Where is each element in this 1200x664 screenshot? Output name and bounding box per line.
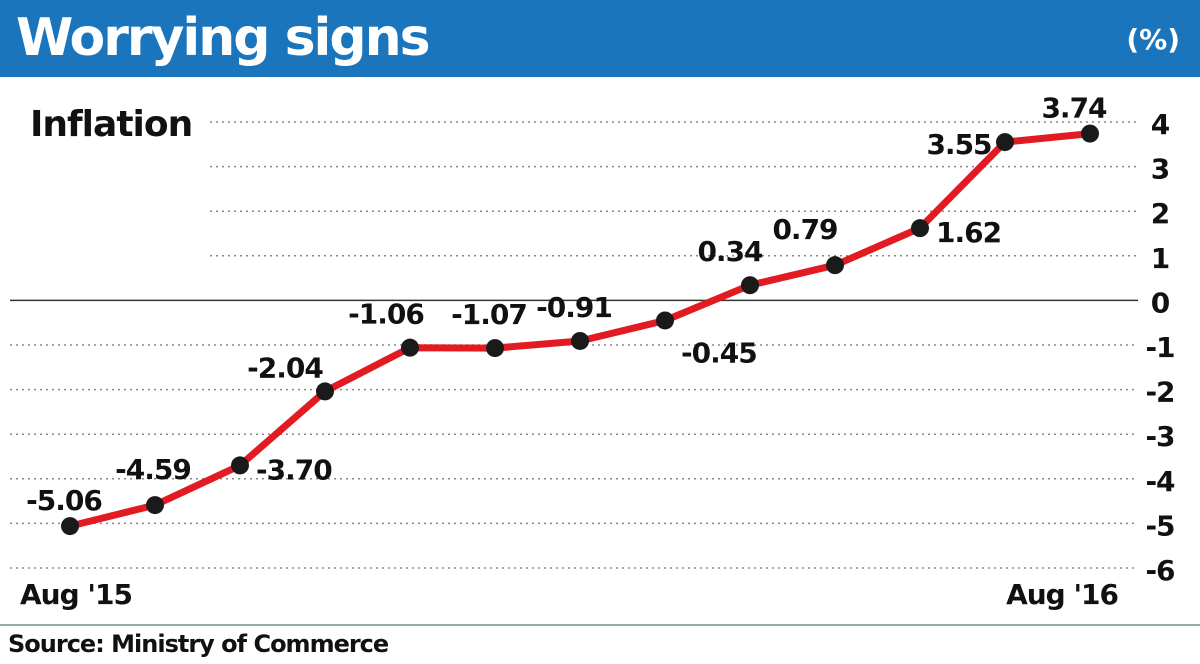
data-label: -2.04: [247, 351, 323, 384]
y-tick-label: -5: [1145, 509, 1174, 542]
y-tick-label: 0: [1151, 286, 1170, 319]
data-point: [826, 256, 844, 275]
series-line: [66, 130, 1094, 530]
chart-title: Inflation: [30, 104, 193, 145]
header-bar: Worrying signs (%): [0, 0, 1200, 77]
data-point: [571, 331, 589, 350]
data-point: [1081, 124, 1099, 143]
data-point: [316, 382, 334, 401]
y-tick-label: -1: [1145, 331, 1174, 364]
data-label: 0.79: [772, 213, 837, 246]
data-label: -5.06: [26, 484, 102, 517]
data-label: -0.91: [536, 291, 612, 324]
data-label: -0.45: [681, 336, 757, 369]
data-point: [61, 517, 79, 536]
y-tick-label: 1: [1151, 242, 1169, 275]
data-point: [231, 456, 249, 475]
data-point: [401, 338, 419, 357]
data-label: 1.62: [936, 216, 1001, 249]
data-point: [996, 133, 1014, 152]
y-tick-label: -4: [1145, 465, 1175, 498]
inflation-line-chart: 4 3 2 1 0 -1 -2 -3 -4 -5 -6 -5.06 -4.59 -3.70 -2.04 -1.…: [10, 92, 1176, 611]
data-point: [656, 311, 674, 330]
x-tick-label: Aug '15: [20, 578, 132, 611]
data-point: [911, 219, 929, 238]
data-label: -4.59: [115, 453, 191, 486]
data-point: [146, 496, 164, 515]
data-label: -3.70: [256, 453, 332, 486]
data-label: -1.07: [451, 298, 527, 331]
data-point: [486, 339, 504, 358]
y-tick-label: 2: [1151, 197, 1169, 230]
source-note: Source: Ministry of Commerce: [8, 630, 389, 658]
x-tick-label: Aug '16: [1006, 578, 1118, 611]
data-label: 0.34: [697, 235, 763, 268]
y-tick-label: -2: [1145, 376, 1174, 409]
unit-label: (%): [1126, 23, 1180, 56]
footer-divider: [0, 624, 1200, 626]
data-label: 3.74: [1041, 92, 1107, 125]
page-title: Worrying signs: [16, 8, 431, 68]
y-tick-label: 3: [1151, 153, 1169, 186]
data-label: -1.06: [348, 298, 424, 331]
y-tick-label: -6: [1145, 554, 1174, 587]
y-tick-label: 4: [1151, 108, 1170, 141]
y-tick-label: -3: [1145, 420, 1174, 453]
data-point: [741, 276, 759, 295]
data-label: 3.55: [926, 128, 991, 161]
